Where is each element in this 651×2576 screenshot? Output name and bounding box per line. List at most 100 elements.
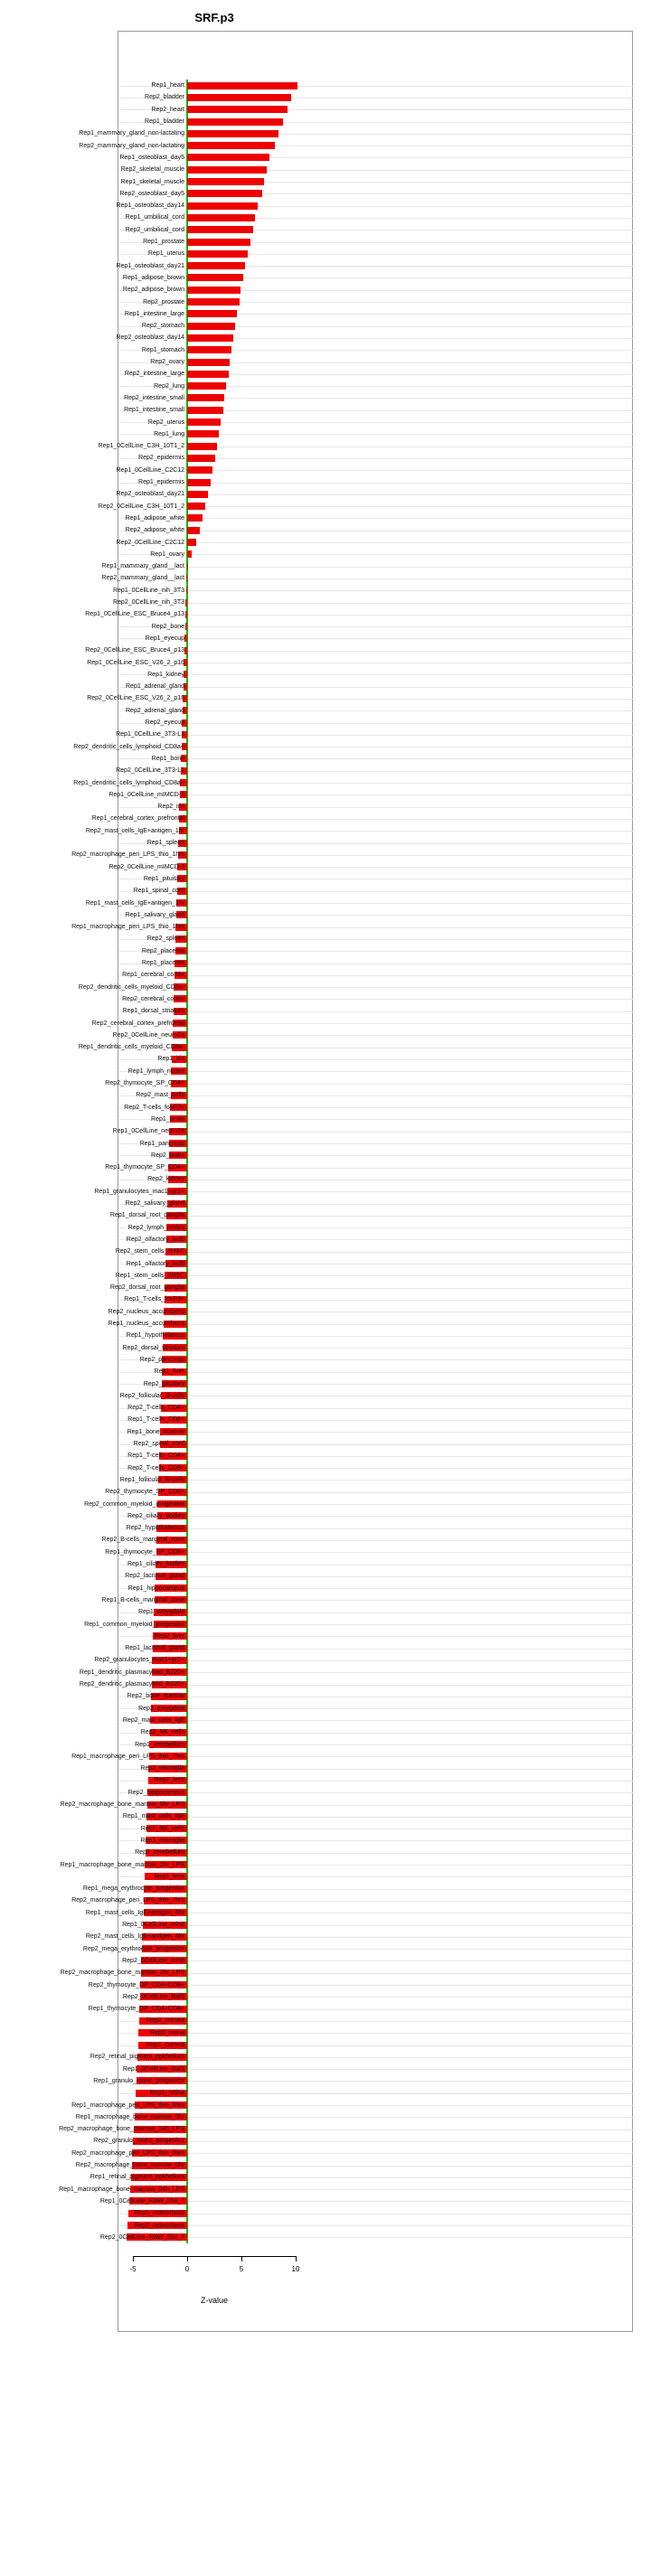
- category-label: Rep1_dendritic_cells_myeloid_CD8a-: [78, 1044, 184, 1051]
- activity-bar: [187, 81, 298, 89]
- row-gridline: [118, 1612, 633, 1613]
- row-gridline: [118, 1792, 633, 1794]
- bar-row: Rep2_hypothalamus: [0, 1522, 651, 1534]
- activity-bar: [165, 1272, 187, 1280]
- row-gridline: [118, 734, 633, 736]
- activity-bar: [169, 1127, 187, 1135]
- bar-row: Rep2_mast_cells_IgE+antigen_6hr: [0, 1931, 651, 1942]
- bar-row: Rep2_mammary_gland_non-lactating: [0, 140, 651, 152]
- category-label: Rep1_uterus: [147, 250, 184, 258]
- activity-bar: [168, 1140, 187, 1148]
- bar-row: Rep2_lymph_nodes: [0, 1222, 651, 1234]
- row-gridline: [118, 2237, 633, 2239]
- category-label: Rep1_bone_marrow: [127, 1428, 184, 1435]
- bar-row: Rep1_granulocytes_mac1+gr1+: [0, 1186, 651, 1198]
- activity-bar: [177, 851, 187, 859]
- row-gridline: [118, 2129, 633, 2130]
- bar-row: Rep1_ciliary_bodies: [0, 1558, 651, 1570]
- category-label: Rep1_mast_cells_IgE+antigen_1hr: [85, 899, 184, 907]
- activity-bar: [154, 1596, 187, 1604]
- bar-row: Rep2_osteoblast_day5: [0, 188, 651, 200]
- category-label: Rep2_ovary: [150, 359, 184, 366]
- row-gridline: [118, 1491, 633, 1493]
- category-label: Rep1_pancreas: [139, 1140, 184, 1147]
- row-gridline: [118, 1575, 633, 1577]
- row-gridline: [118, 350, 633, 352]
- bar-row: Rep2_adipose_white: [0, 524, 651, 536]
- bar-row: Rep2_bone: [0, 621, 651, 633]
- category-label: Rep2_thymocyte_SP_CD8+: [105, 1489, 184, 1496]
- row-gridline: [118, 890, 633, 892]
- category-label: Rep1_osteoclasts: [134, 2210, 184, 2217]
- category-label: Rep2_0CellLine_C2C12: [116, 539, 185, 546]
- activity-bar: [172, 1043, 187, 1051]
- category-label: Rep1_cerebellum: [135, 1741, 184, 1748]
- category-label: Rep2_microglia: [140, 1765, 184, 1772]
- activity-bar: [187, 213, 255, 221]
- activity-bar: [149, 1741, 187, 1749]
- activity-bar: [158, 1464, 187, 1472]
- activity-bar: [187, 503, 206, 511]
- category-label: Rep1_olfactory_bulb: [126, 1260, 184, 1267]
- activity-bar: [187, 478, 211, 486]
- category-label: Rep1_iris: [157, 1056, 184, 1063]
- row-gridline: [118, 1035, 633, 1037]
- bar-row: Rep1_mega_erythrocyte_progenitor: [0, 1883, 651, 1894]
- category-label: Rep2_pituitary: [143, 1380, 184, 1387]
- row-gridline: [118, 1552, 633, 1554]
- activity-bar: [156, 1524, 187, 1532]
- bar-row: Rep2_mast_cells_IgE: [0, 1715, 651, 1726]
- row-gridline: [118, 722, 633, 724]
- category-label: Rep2_osteoblast_day14: [116, 334, 184, 342]
- category-label: Rep1_B-cells_marginal_zone: [101, 1596, 184, 1603]
- activity-bar: [187, 466, 213, 475]
- activity-bar: [159, 1440, 187, 1448]
- activity-bar: [146, 1800, 187, 1809]
- row-gridline: [118, 2140, 633, 2142]
- bar-row: Rep2_follicular_B-cells: [0, 1390, 651, 1402]
- bar-row: Rep1_intestine_small: [0, 404, 651, 416]
- row-gridline: [118, 1600, 633, 1602]
- row-gridline: [118, 2081, 633, 2082]
- row-gridline: [118, 289, 633, 291]
- activity-bar: [147, 1789, 187, 1797]
- category-label: Rep2_thymocyte_DP_CD4+CD8+: [88, 1981, 184, 1988]
- category-label: Rep1_adipose_brown: [122, 274, 184, 281]
- activity-bar: [174, 971, 187, 979]
- bar-row: Rep1_mammary_gland_non-lactating: [0, 127, 651, 139]
- activity-bar: [187, 418, 222, 427]
- activity-bar: [161, 1380, 187, 1388]
- bar-row: Rep1_epidermis: [0, 476, 651, 488]
- activity-bar: [173, 1020, 187, 1028]
- row-gridline: [118, 422, 633, 424]
- activity-bar: [181, 755, 187, 763]
- activity-bar: [185, 610, 187, 618]
- bar-row: Rep2_dorsal_root_ganglia: [0, 1282, 651, 1293]
- row-gridline: [118, 951, 633, 953]
- category-label: Rep2_0CellLine_C3H_10T1_2: [98, 503, 184, 510]
- row-gridline: [118, 614, 633, 616]
- bar-row: Rep2_stomach: [0, 320, 651, 332]
- bar-row: Rep1_bone: [0, 753, 651, 765]
- bar-row: Rep2_osteoblast_day14: [0, 332, 651, 343]
- activity-bar: [187, 406, 223, 414]
- bar-row: Rep2_macrophage_bone_marrow_2hr_LPS: [0, 1967, 651, 1979]
- category-label: Rep2_spleen: [146, 935, 184, 943]
- activity-bar: [126, 2233, 187, 2242]
- row-gridline: [118, 2201, 633, 2203]
- activity-bar: [144, 1885, 187, 1893]
- bar-row: Rep2_macrophage_bone_marrow_0hr: [0, 2159, 651, 2171]
- row-gridline: [118, 1323, 633, 1325]
- activity-bar: [137, 2065, 187, 2073]
- row-gridline: [118, 1419, 633, 1421]
- activity-bar: [187, 514, 203, 522]
- bar-row: Rep1_cerebral_cortex_prefrontal: [0, 813, 651, 824]
- bar-row: Rep2_ovary: [0, 356, 651, 368]
- activity-bar: [152, 1669, 187, 1677]
- category-label: Rep2_0CellLine_3T3-L1: [116, 767, 184, 775]
- category-label: Rep2_mast_cells: [136, 1092, 184, 1099]
- activity-bar: [152, 1644, 187, 1652]
- category-label: Rep2_adipose_white: [125, 527, 184, 534]
- bar-row: Rep1_T-cells_CD8+: [0, 1414, 651, 1425]
